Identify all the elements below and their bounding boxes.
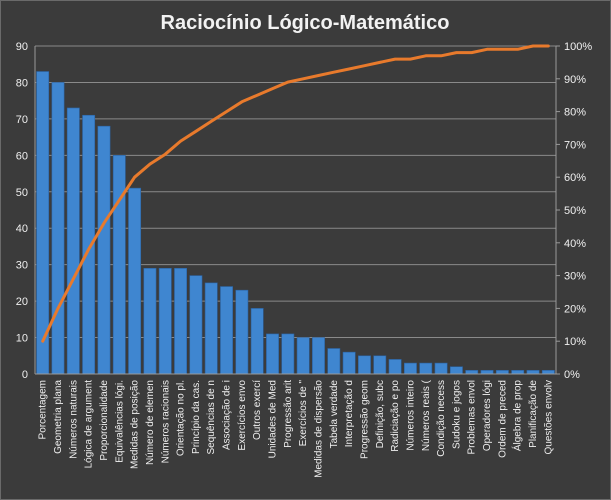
y-tick-label: 50 xyxy=(16,187,28,199)
bar xyxy=(480,370,494,375)
x-tick-label: Unidades de Med xyxy=(268,380,279,458)
bar xyxy=(250,308,264,375)
y2-tick-label: 20% xyxy=(564,303,586,315)
y-tick-label: 30 xyxy=(16,260,28,272)
chart-title: Raciocínio Lógico-Matemático xyxy=(161,12,450,34)
bar xyxy=(128,187,142,375)
y2-tick-label: 40% xyxy=(564,238,586,250)
bar xyxy=(66,107,80,375)
x-tick-label: Exercícios envo xyxy=(237,380,248,451)
x-tick-label: Condição necess xyxy=(436,380,447,457)
y2-tick-label: 10% xyxy=(564,336,586,348)
y-axis-right: 0% 10% 20% 30% 40% 50% 60% 70% 80% 90% 100% xyxy=(555,41,592,381)
x-tick-label: Planificação de xyxy=(528,380,539,448)
bar xyxy=(296,337,310,375)
x-tick-label: Números naturais xyxy=(68,380,79,459)
bar xyxy=(465,370,479,375)
x-tick-label: Definição, subc xyxy=(375,380,386,448)
bar-series xyxy=(36,71,555,375)
y2-tick-label: 100% xyxy=(564,41,592,53)
y2-tick-label: 90% xyxy=(564,74,586,86)
x-tick-label: Princípio da cas. xyxy=(191,380,202,454)
bar xyxy=(312,337,325,375)
x-tick-label: Interpretação d xyxy=(344,380,355,447)
bar xyxy=(419,362,433,375)
y-tick-label: 40 xyxy=(16,223,28,235)
bar xyxy=(266,333,279,375)
bar xyxy=(541,370,555,375)
y2-tick-label: 70% xyxy=(564,139,586,151)
x-tick-label: Equivalências lógi. xyxy=(114,380,125,463)
x-tick-label: Radiciação e po xyxy=(390,380,401,452)
bar xyxy=(403,362,417,375)
bar xyxy=(342,351,356,375)
y-tick-label: 20 xyxy=(16,296,28,308)
x-tick-label: Proporcionalidade xyxy=(99,380,110,461)
bar xyxy=(174,268,188,375)
x-tick-label: Números reais ( xyxy=(421,379,432,451)
y2-tick-label: 80% xyxy=(564,107,586,119)
cumulative-line xyxy=(41,44,550,343)
y-tick-label: 80 xyxy=(16,77,28,89)
bar xyxy=(495,370,509,375)
bar xyxy=(97,125,111,375)
y-tick-label: 60 xyxy=(16,150,28,162)
x-tick-label: Número de elemen xyxy=(145,380,156,465)
x-tick-label: Porcentagem xyxy=(38,380,49,439)
x-tick-label: Progressão arit xyxy=(283,380,294,448)
x-tick-label: Números inteiro xyxy=(405,380,416,451)
bar xyxy=(220,286,233,375)
y-tick-label: 0 xyxy=(22,369,28,381)
bar xyxy=(112,155,126,375)
x-tick-label: Associação de i xyxy=(222,380,233,450)
x-tick-label: Medidas de dispersão xyxy=(313,380,324,478)
x-tick-label: Sudoku e jogos xyxy=(451,380,462,449)
x-tick-label: Geometria plana xyxy=(53,380,64,454)
bar xyxy=(235,289,249,375)
y-axis-left: 0 10 20 30 40 50 60 70 80 90 xyxy=(16,41,36,381)
bar xyxy=(434,362,448,375)
y-tick-label: 70 xyxy=(16,114,28,126)
y-tick-label: 90 xyxy=(16,41,28,53)
bar xyxy=(511,370,525,375)
bar xyxy=(281,333,295,375)
x-tick-label: Números racionais xyxy=(160,380,171,463)
bar xyxy=(189,275,203,375)
y2-tick-label: 30% xyxy=(564,271,586,283)
x-tick-label: Lógica de argument xyxy=(84,380,95,469)
x-tick-label: Problemas envol xyxy=(467,380,478,454)
y2-tick-label: 0% xyxy=(564,369,580,381)
x-tick-label: Exercícios de " xyxy=(298,380,309,447)
y2-tick-label: 60% xyxy=(564,172,586,184)
y2-tick-label: 50% xyxy=(564,205,586,217)
bar xyxy=(143,268,157,375)
x-tick-label: Progressão geom xyxy=(359,380,370,459)
x-tick-label: Operadores lógi xyxy=(482,380,493,451)
cumulative-line-series xyxy=(41,44,550,343)
bar xyxy=(204,282,218,375)
bar xyxy=(449,366,463,375)
x-tick-label: Ordem de preced xyxy=(497,380,508,458)
y-tick-label: 10 xyxy=(16,333,28,345)
bar xyxy=(373,355,387,375)
x-tick-label: Sequências de n xyxy=(206,380,217,455)
x-tick-label: Álgebra de prop xyxy=(511,380,524,452)
x-tick-label: Tabela verdade xyxy=(329,380,340,449)
x-tick-label: Outros exercí xyxy=(252,380,263,440)
x-tick-label: Medidas de posição xyxy=(130,380,141,469)
bar xyxy=(388,359,402,375)
bar xyxy=(358,355,371,375)
bar xyxy=(526,370,540,375)
x-axis: Porcentagem Geometria plana Números natura… xyxy=(35,373,556,478)
x-tick-label: Questões envolv xyxy=(543,380,554,455)
bar xyxy=(51,82,65,375)
bar xyxy=(158,268,172,375)
x-tick-label: Orientação no pl. xyxy=(176,380,187,456)
bar xyxy=(327,348,341,375)
